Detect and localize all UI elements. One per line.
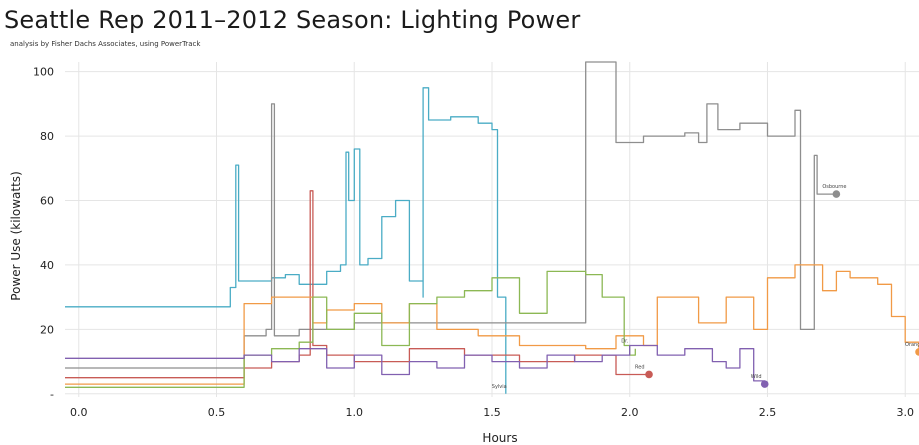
x-tick-label: 3.0 <box>896 406 914 419</box>
series-annotation-wild: Wild <box>751 374 762 380</box>
gridlines <box>65 62 919 397</box>
series-annotation-osbourne: Osbourne <box>822 184 846 190</box>
x-tick-label: 1.5 <box>483 406 501 419</box>
x-tick-label: 2.0 <box>621 406 639 419</box>
x-tick-label: 1.0 <box>346 406 364 419</box>
y-tick-label: - <box>50 388 54 401</box>
y-tick-label: 60 <box>40 195 54 208</box>
series-line-dr <box>65 270 636 388</box>
series-end-marker-wild <box>760 380 769 388</box>
y-tick-label: 80 <box>40 130 54 143</box>
series-annotation-dr: Dr. <box>621 339 628 345</box>
series-line-wild <box>65 344 766 385</box>
series-annotation-red: Red <box>635 364 645 370</box>
series-line-osbourne <box>65 61 837 369</box>
x-tick-label: 2.5 <box>759 406 777 419</box>
series-end-marker-osbourne <box>832 190 841 198</box>
series-annotation-orange: Orange <box>905 342 919 348</box>
y-tick-label: 40 <box>40 259 54 272</box>
y-axis-label: Power Use (kilowatts) <box>9 171 23 300</box>
series-layer: Sylvia Osbourne Red Orange Dr. Wild <box>65 61 919 394</box>
series-line-sylvia <box>65 87 507 394</box>
chart-subtitle: analysis by Fisher Dachs Associates, usi… <box>10 40 201 48</box>
axis-ticks: 0.0 0.5 1.0 1.5 2.0 2.5 3.0 - 20 40 60 80 100 <box>33 66 914 419</box>
x-tick-label: 0.0 <box>70 406 88 419</box>
y-tick-label: 100 <box>33 66 54 79</box>
chart-title: Seattle Rep 2011–2012 Season: Lighting P… <box>4 6 581 34</box>
series-end-marker-red <box>645 370 653 379</box>
x-tick-label: 0.5 <box>208 406 226 419</box>
x-axis-label: Hours <box>482 431 517 445</box>
series-annotation-sylvia: Sylvia <box>492 384 507 390</box>
series-line-red <box>65 190 649 379</box>
series-end-marker-orange <box>915 348 919 356</box>
y-tick-label: 20 <box>40 323 54 336</box>
